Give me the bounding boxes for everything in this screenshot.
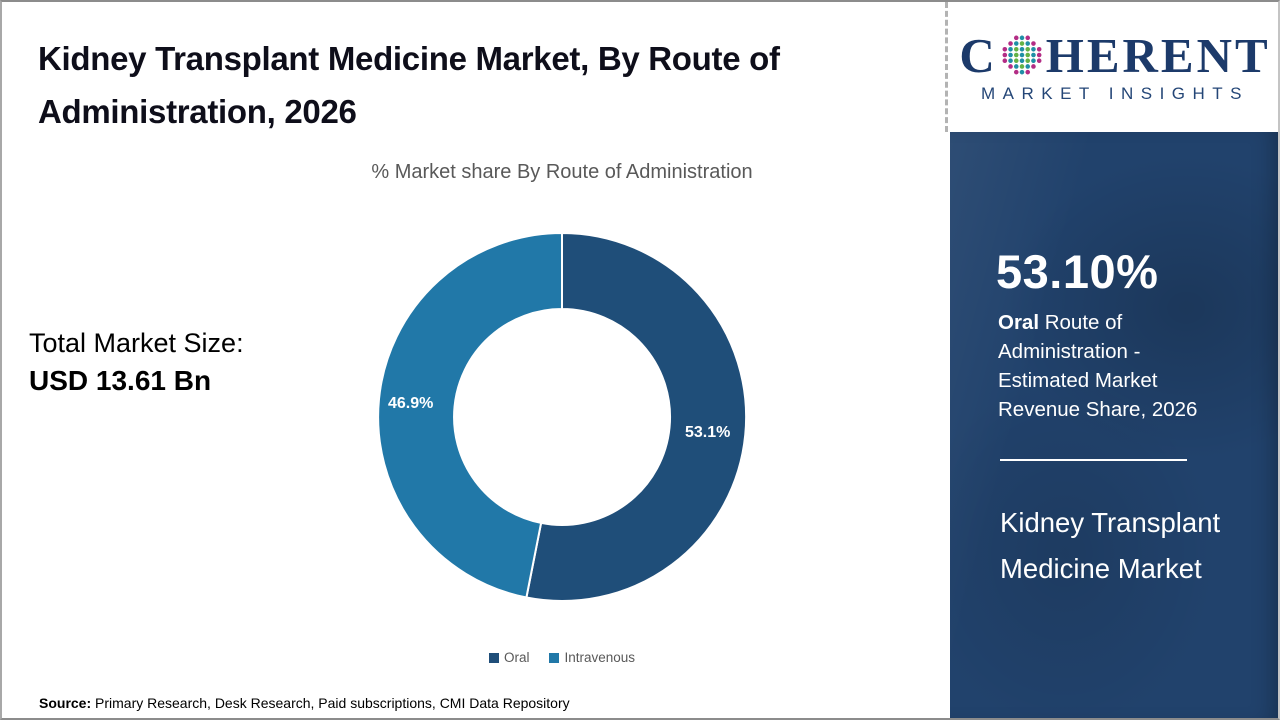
legend-label-intravenous: Intravenous <box>564 650 636 665</box>
legend-label-oral: Oral <box>503 650 530 665</box>
logo-letter-c: C <box>959 27 998 83</box>
source-label: Source: <box>39 695 92 711</box>
chart-title: % Market share By Route of Administratio… <box>371 161 753 183</box>
stat-desc-text: Route of Administration - Estimated Mark… <box>998 311 1198 421</box>
stat-term: Oral <box>998 311 1040 334</box>
donut-slice-oral <box>525 231 748 602</box>
brand-tagline: MARKET INSIGHTS <box>980 83 1250 103</box>
sidebar-divider <box>1000 459 1187 461</box>
report-title-line2: Medicine Market <box>1000 553 1202 584</box>
legend-swatch-intravenous-icon <box>549 652 560 663</box>
logo-letters-rest: HERENT <box>1045 27 1271 83</box>
donut-slice-intravenous <box>377 231 563 599</box>
slice-label-oral: 53.1% <box>685 424 731 441</box>
dotted-globe-icon <box>1002 35 1042 75</box>
stat-description: Oral Route of Administration - Estimated… <box>998 308 1214 424</box>
source-text: Primary Research, Desk Research, Paid su… <box>91 695 570 711</box>
legend-item-oral: Oral <box>488 650 530 665</box>
total-market-value: USD 13.61 Bn <box>29 365 212 396</box>
report-title: Kidney Transplant Medicine Market <box>1000 500 1220 592</box>
source-note: Source: Primary Research, Desk Research,… <box>39 695 570 711</box>
stat-value: 53.10% <box>996 245 1159 298</box>
report-title-line1: Kidney Transplant <box>1000 507 1221 538</box>
legend-swatch-oral-icon <box>488 652 499 663</box>
donut-chart <box>377 231 748 602</box>
total-market-size-block: Total Market Size: USD 13.61 Bn <box>29 324 244 400</box>
highlight-sidebar: 53.10% Oral Route of Administration - Es… <box>950 132 1278 718</box>
chart-legend: Oral Intravenous <box>182 650 942 665</box>
header-divider <box>945 2 948 132</box>
slice-label-intravenous: 46.9% <box>388 395 434 412</box>
total-market-label: Total Market Size: <box>29 328 244 358</box>
legend-item-intravenous: Intravenous <box>549 650 635 665</box>
page-title: Kidney Transplant Medicine Market, By Ro… <box>38 40 780 130</box>
brand-logo: C HERENT MARKET INSIGHTS <box>950 2 1278 132</box>
brand-wordmark: C HERENT <box>959 31 1270 80</box>
